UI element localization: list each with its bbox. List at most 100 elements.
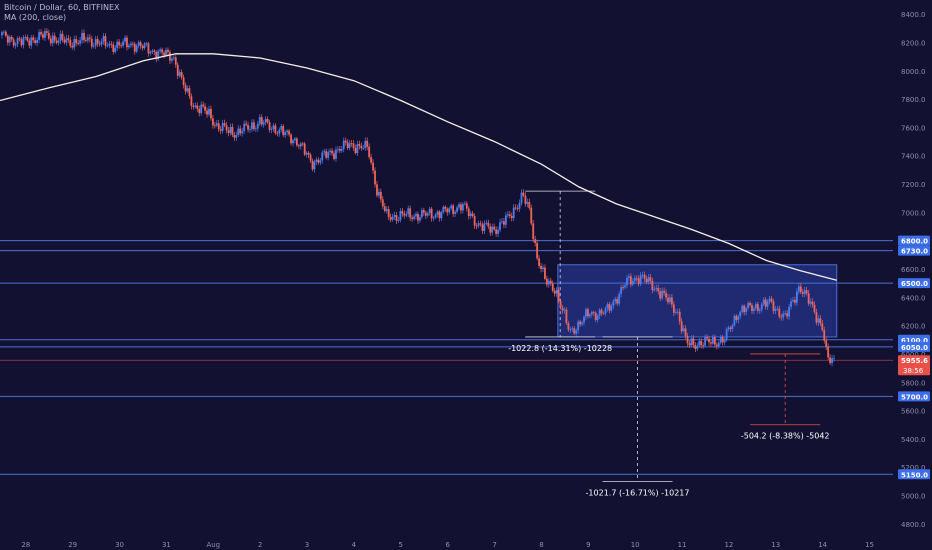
candle-body[interactable] bbox=[743, 305, 746, 313]
candle-body[interactable] bbox=[786, 313, 789, 317]
candle-body[interactable] bbox=[717, 342, 720, 347]
candle-body[interactable] bbox=[712, 336, 714, 344]
candle-body[interactable] bbox=[510, 216, 513, 219]
candle-body[interactable] bbox=[47, 32, 50, 39]
candle-body[interactable] bbox=[797, 286, 800, 292]
candle-body[interactable] bbox=[555, 290, 558, 294]
candle-body[interactable] bbox=[256, 123, 259, 129]
candle-body[interactable] bbox=[651, 280, 654, 291]
candle-body[interactable] bbox=[182, 77, 185, 86]
ma-200-line[interactable] bbox=[0, 53, 837, 281]
candle-body[interactable] bbox=[588, 314, 591, 317]
candle-body[interactable] bbox=[631, 280, 634, 285]
candle-body[interactable] bbox=[186, 88, 189, 92]
candle-body[interactable] bbox=[643, 274, 646, 279]
candle-body[interactable] bbox=[77, 43, 80, 45]
candle-body[interactable] bbox=[753, 308, 755, 311]
candle-body[interactable] bbox=[102, 36, 105, 42]
candle-body[interactable] bbox=[379, 191, 382, 200]
candle-body[interactable] bbox=[407, 208, 410, 215]
candle-body[interactable] bbox=[540, 265, 542, 270]
candle-body[interactable] bbox=[545, 278, 548, 285]
candle-body[interactable] bbox=[778, 308, 781, 317]
candle-body[interactable] bbox=[827, 346, 830, 358]
candle-body[interactable] bbox=[688, 343, 691, 346]
candle-body[interactable] bbox=[104, 36, 107, 46]
candle-body[interactable] bbox=[831, 358, 833, 364]
candle-body[interactable] bbox=[587, 309, 589, 317]
candle-body[interactable] bbox=[663, 290, 665, 293]
candle-body[interactable] bbox=[161, 49, 164, 53]
candle-body[interactable] bbox=[766, 301, 769, 307]
candle-body[interactable] bbox=[210, 108, 212, 119]
candle-body[interactable] bbox=[57, 40, 60, 43]
candle-body[interactable] bbox=[829, 357, 832, 364]
candle-body[interactable] bbox=[340, 148, 343, 151]
candle-body[interactable] bbox=[98, 43, 101, 45]
candle-body[interactable] bbox=[805, 290, 808, 294]
candle-body[interactable] bbox=[288, 130, 290, 135]
candle-body[interactable] bbox=[86, 37, 89, 41]
candle-body[interactable] bbox=[217, 123, 220, 130]
candle-body[interactable] bbox=[764, 299, 767, 307]
candle-body[interactable] bbox=[219, 129, 222, 131]
candle-body[interactable] bbox=[260, 117, 263, 125]
candle-body[interactable] bbox=[176, 64, 179, 76]
candle-body[interactable] bbox=[579, 321, 581, 325]
candle-body[interactable] bbox=[735, 315, 738, 320]
candle-body[interactable] bbox=[12, 39, 15, 46]
candle-body[interactable] bbox=[145, 43, 148, 45]
candle-body[interactable] bbox=[389, 216, 392, 220]
candle-body[interactable] bbox=[454, 211, 456, 214]
candle-body[interactable] bbox=[563, 309, 566, 311]
candle-body[interactable] bbox=[485, 222, 488, 224]
candle-body[interactable] bbox=[335, 149, 337, 159]
candle-body[interactable] bbox=[215, 123, 218, 126]
candle-body[interactable] bbox=[715, 344, 718, 347]
candle-body[interactable] bbox=[206, 110, 208, 115]
candle-body[interactable] bbox=[264, 118, 267, 123]
candle-body[interactable] bbox=[706, 337, 708, 339]
candle-body[interactable] bbox=[503, 221, 505, 225]
candle-body[interactable] bbox=[254, 128, 257, 130]
candle-body[interactable] bbox=[708, 338, 710, 343]
candle-body[interactable] bbox=[106, 45, 109, 47]
candle-body[interactable] bbox=[24, 36, 27, 38]
candle-body[interactable] bbox=[311, 160, 314, 170]
candle-body[interactable] bbox=[520, 192, 523, 203]
candle-body[interactable] bbox=[114, 47, 117, 52]
candle-body[interactable] bbox=[577, 321, 580, 331]
candle-body[interactable] bbox=[426, 213, 429, 216]
candle-body[interactable] bbox=[622, 287, 624, 288]
candle-body[interactable] bbox=[504, 215, 507, 225]
candle-body[interactable] bbox=[133, 43, 136, 52]
candle-body[interactable] bbox=[602, 313, 605, 315]
candle-body[interactable] bbox=[180, 72, 183, 78]
candle-body[interactable] bbox=[268, 122, 271, 130]
candle-body[interactable] bbox=[737, 316, 740, 320]
candle-body[interactable] bbox=[295, 138, 298, 146]
candle-body[interactable] bbox=[184, 85, 187, 92]
candle-body[interactable] bbox=[760, 304, 763, 310]
candle-body[interactable] bbox=[581, 322, 583, 325]
candle-body[interactable] bbox=[284, 132, 287, 136]
candle-body[interactable] bbox=[274, 125, 277, 134]
candle-body[interactable] bbox=[141, 45, 144, 49]
candle-body[interactable] bbox=[387, 209, 390, 217]
candle-body[interactable] bbox=[768, 298, 771, 302]
candle-body[interactable] bbox=[483, 223, 486, 231]
candle-body[interactable] bbox=[309, 154, 312, 161]
candle-body[interactable] bbox=[155, 51, 158, 60]
candle-body[interactable] bbox=[299, 143, 302, 147]
candle-body[interactable] bbox=[188, 88, 191, 97]
candle-body[interactable] bbox=[803, 290, 806, 294]
candle-body[interactable] bbox=[571, 328, 574, 330]
candle-body[interactable] bbox=[698, 340, 701, 346]
candle-body[interactable] bbox=[247, 124, 249, 130]
candle-body[interactable] bbox=[16, 38, 19, 44]
candle-body[interactable] bbox=[704, 337, 707, 346]
candle-body[interactable] bbox=[776, 308, 779, 310]
candle-body[interactable] bbox=[438, 211, 441, 219]
candle-body[interactable] bbox=[801, 292, 804, 294]
